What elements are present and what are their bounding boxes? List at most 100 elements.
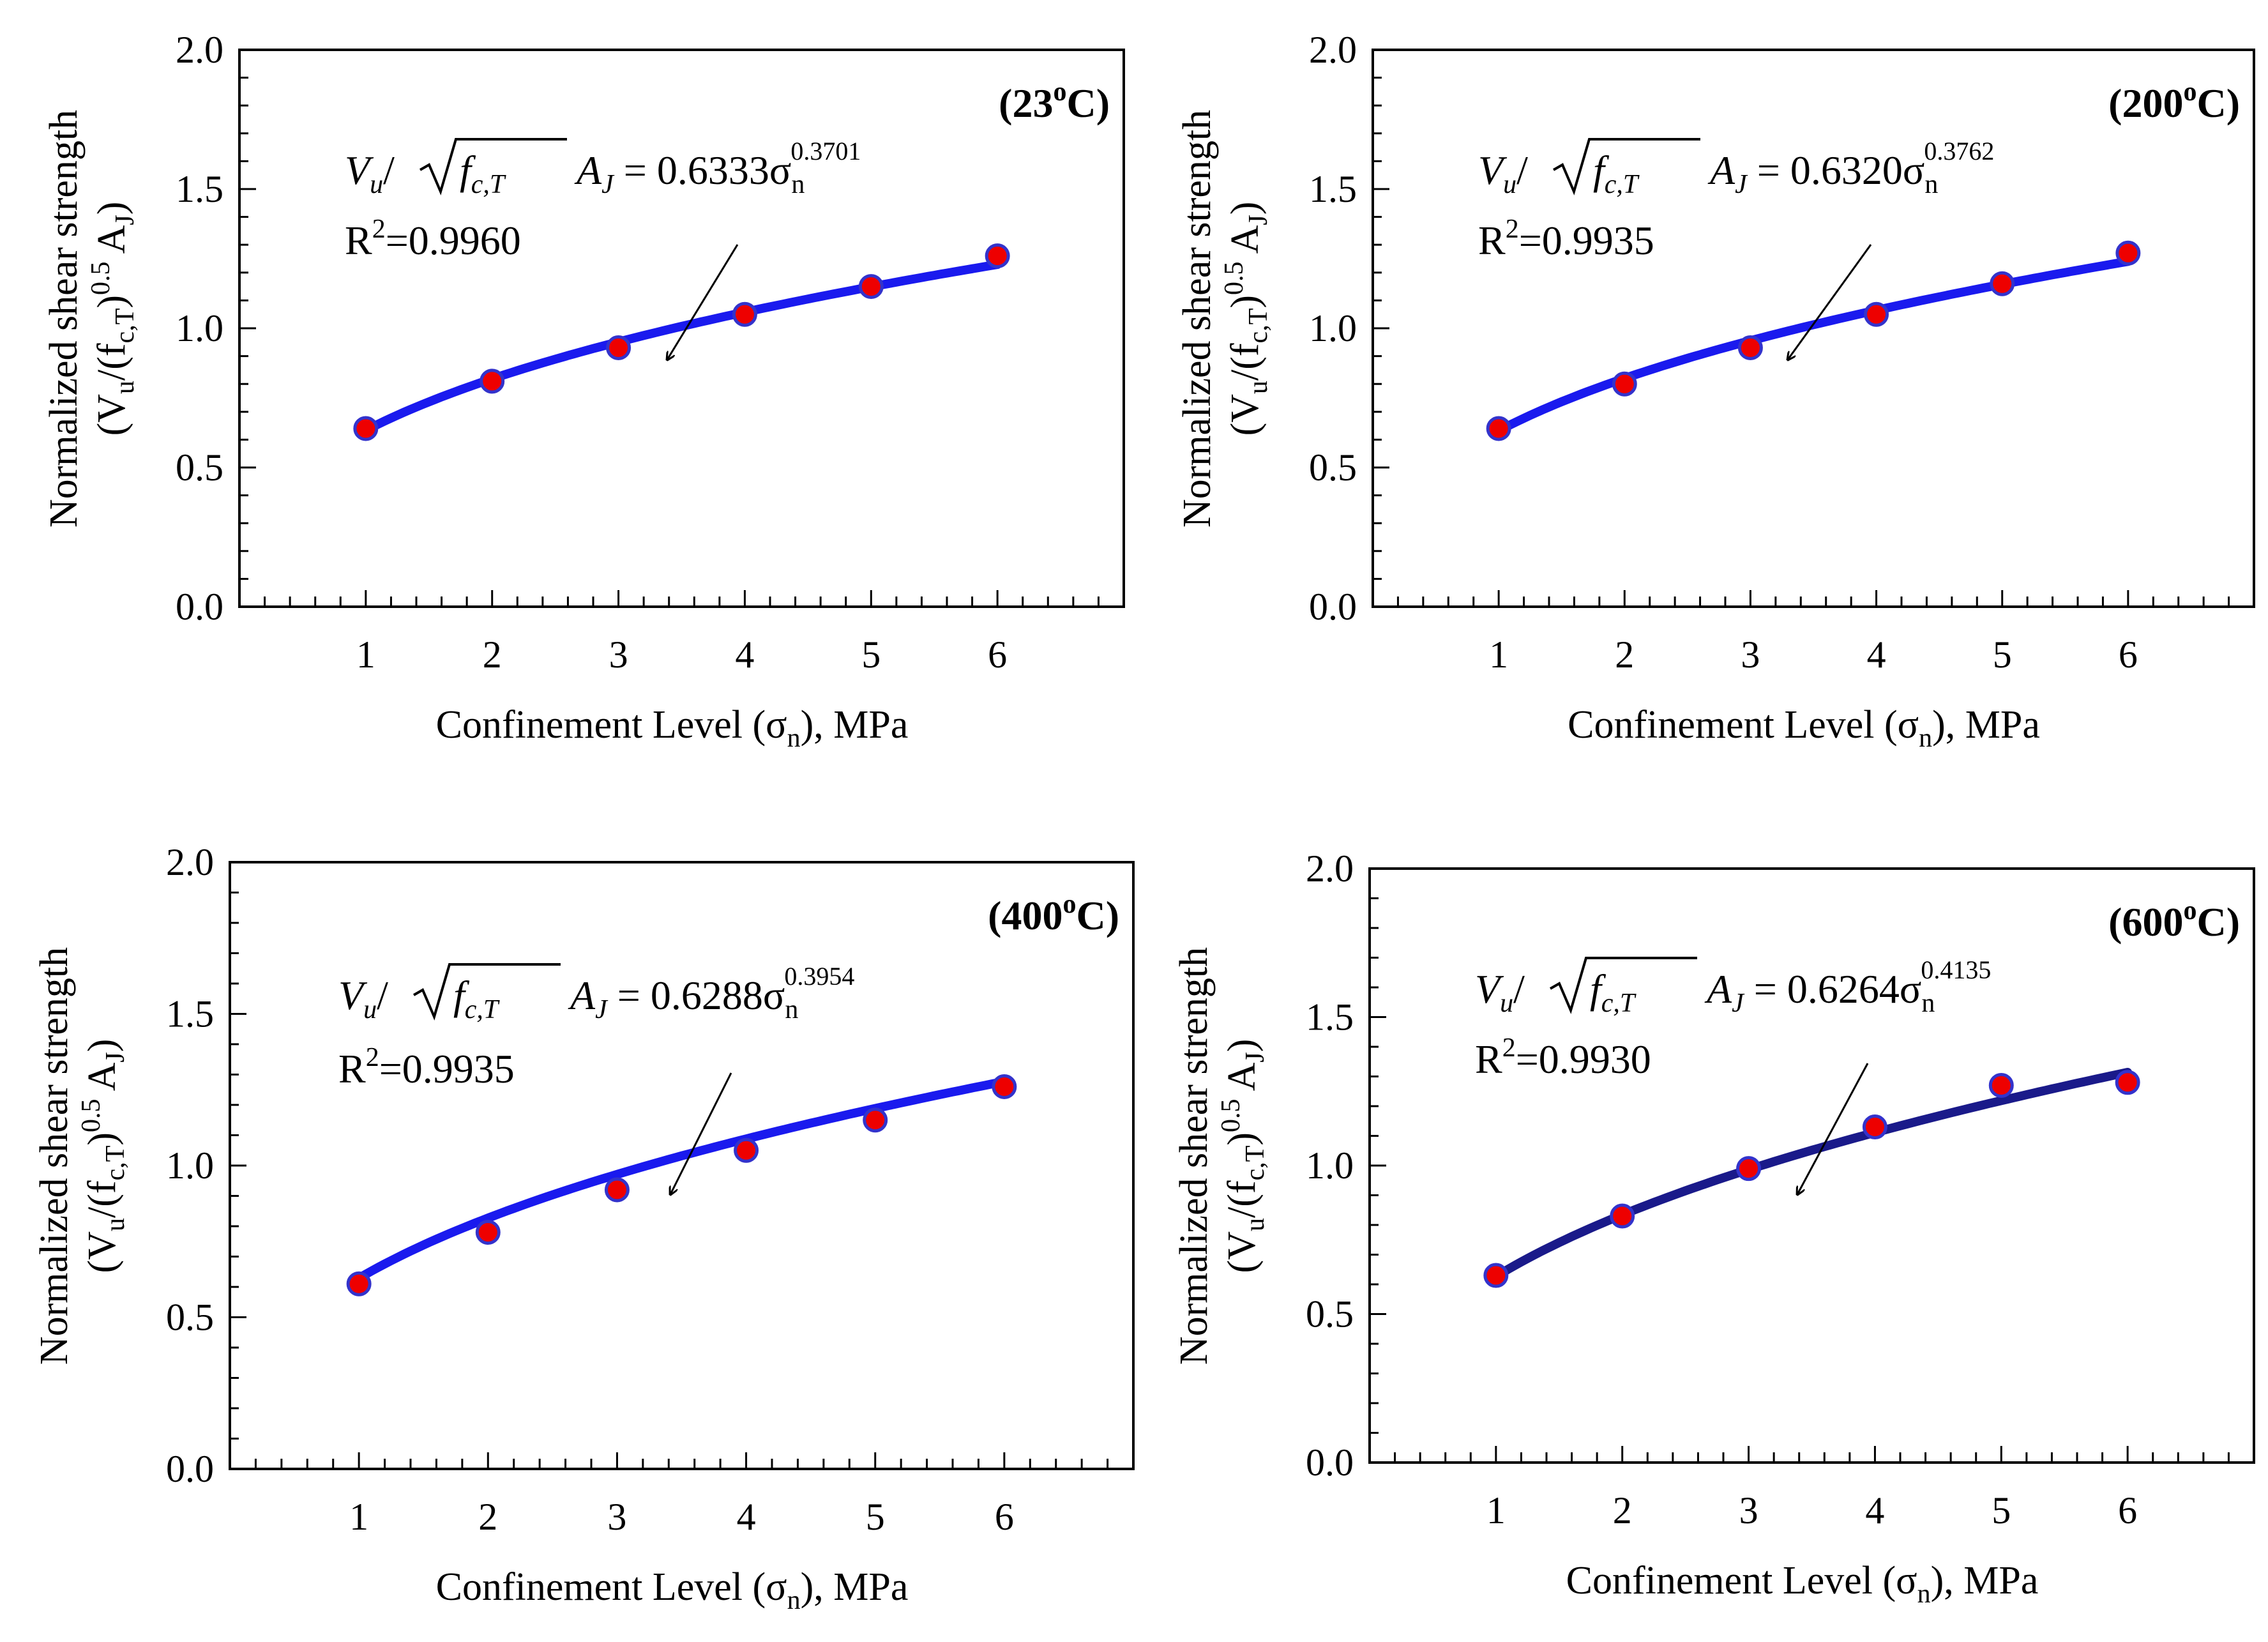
fit-equation-radicand: fc,T (1593, 148, 1640, 199)
y-tick-label: 1.5 (1309, 168, 1357, 210)
fit-equation-rhs: AJ = 0.6288σn0.3954 (568, 962, 854, 1024)
sqrt-icon (1553, 138, 1700, 195)
data-point (1862, 1114, 1887, 1140)
data-point (1864, 301, 1889, 327)
data-point (346, 1271, 372, 1296)
data-point (1486, 416, 1511, 441)
x-tick-label: 2 (1615, 634, 1634, 676)
x-axis-label: Confinement Level (σn), MPa (1566, 1559, 2039, 1609)
y-axis-label: Normalized shear strength (1172, 947, 1216, 1365)
y-tick-label: 1.5 (176, 168, 223, 210)
x-tick-label: 3 (1741, 634, 1760, 676)
y-tick-label: 0.0 (1309, 586, 1357, 628)
y-tick-label: 0.5 (1309, 446, 1357, 489)
x-tick-label: 4 (1865, 1489, 1884, 1532)
fit-equation-rhs: AJ = 0.6333σn0.3701 (574, 137, 861, 199)
data-point (734, 1137, 759, 1163)
r-squared: R2=0.9930 (1475, 1033, 1651, 1082)
data-point (992, 1074, 1017, 1099)
r-squared: R2=0.9960 (345, 215, 521, 263)
y-axis-label-formula: (Vu/(fc,T)0.5 AJ) (1216, 1039, 1270, 1273)
data-point (863, 1107, 888, 1133)
fit-curve (1494, 257, 2133, 436)
y-tick-label: 0.0 (166, 1448, 214, 1490)
data-point (2115, 1070, 2140, 1095)
data-point (604, 1177, 630, 1203)
x-tick-label: 6 (995, 1496, 1014, 1538)
data-point (1988, 1072, 2014, 1098)
x-tick-label: 5 (861, 634, 881, 676)
data-point (1990, 271, 2015, 296)
y-tick-label: 0.0 (176, 586, 223, 628)
data-point (1612, 371, 1637, 397)
data-point (1736, 1156, 1762, 1182)
x-axis-label: Confinement Level (σn), MPa (436, 703, 909, 753)
sqrt-icon (420, 138, 567, 195)
x-tick-label: 1 (1486, 1489, 1506, 1532)
y-axis-label: Normalized shear strength (33, 947, 76, 1365)
y-tick-label: 0.0 (1306, 1441, 1354, 1484)
x-axis-label: Confinement Level (σn), MPa (436, 1565, 909, 1615)
x-tick-label: 5 (1993, 634, 2012, 676)
fit-equation: Vu/ (1478, 148, 1528, 199)
y-axis-label-formula: (Vu/(fc,T)0.5 AJ) (86, 202, 140, 436)
x-tick-label: 5 (1992, 1489, 2011, 1532)
y-tick-label: 0.5 (1306, 1293, 1354, 1335)
fit-equation-rhs: AJ = 0.6320σn0.3762 (1707, 137, 1994, 199)
y-tick-label: 1.0 (176, 307, 223, 349)
data-point (606, 335, 631, 361)
data-point (2115, 240, 2141, 266)
x-tick-label: 3 (609, 634, 628, 676)
data-point (1737, 335, 1763, 361)
fit-curve (1491, 1068, 2133, 1281)
chart-panel-2: 1 2 3 4 5 6 0.0 0.5 1.0 1.5 2.0 Confinement Level (… (1176, 29, 2255, 753)
chart-panel-1: 1 2 3 4 5 6 0.0 0.5 1.0 1.5 2.0 Confinement Level (… (42, 29, 1125, 753)
y-tick-label: 2.0 (176, 29, 223, 71)
fit-equation: Vu/ (345, 148, 395, 199)
panel-temperature-label: (600oC) (2108, 896, 2240, 945)
x-tick-label: 1 (356, 634, 375, 676)
x-tick-label: 4 (735, 634, 754, 676)
data-point (732, 301, 757, 327)
x-tick-label: 3 (1739, 1489, 1758, 1532)
x-tick-label: 6 (2118, 1489, 2137, 1532)
x-tick-label: 1 (1489, 634, 1508, 676)
y-axis-label: Normalized shear strength (42, 110, 86, 528)
annotation-arrow (1788, 244, 1872, 360)
x-tick-label: 2 (478, 1496, 497, 1538)
fit-equation-radicand: fc,T (460, 148, 506, 199)
x-tick-label: 2 (1613, 1489, 1632, 1532)
data-point (858, 274, 884, 300)
x-axis-label: Confinement Level (σn), MPa (1568, 703, 2040, 753)
y-tick-label: 2.0 (1306, 848, 1354, 890)
sqrt-icon (413, 963, 561, 1021)
y-tick-label: 2.0 (166, 841, 214, 883)
panel-temperature-label: (400oC) (988, 890, 1119, 938)
x-tick-label: 6 (2119, 634, 2138, 676)
y-axis-label-formula: (Vu/(fc,T)0.5 AJ) (77, 1039, 130, 1273)
y-tick-label: 2.0 (1309, 29, 1357, 71)
plot-frame (229, 861, 1135, 1470)
y-tick-label: 0.5 (176, 446, 223, 489)
y-tick-label: 1.0 (166, 1144, 214, 1187)
data-point (353, 416, 379, 441)
fit-equation-radicand: fc,T (453, 973, 500, 1024)
data-point (480, 369, 505, 394)
data-point (985, 243, 1010, 269)
x-tick-label: 4 (1867, 634, 1886, 676)
annotation-arrow (670, 1072, 732, 1194)
x-tick-label: 4 (737, 1496, 756, 1538)
data-point (475, 1220, 501, 1245)
y-tick-label: 1.5 (1306, 996, 1354, 1038)
y-tick-label: 1.5 (166, 993, 214, 1035)
x-tick-label: 3 (607, 1496, 626, 1538)
r-squared: R2=0.9935 (338, 1043, 515, 1091)
y-tick-label: 1.0 (1309, 307, 1357, 349)
fit-equation-rhs: AJ = 0.6264σn0.4135 (1704, 955, 1991, 1018)
chart-panel-3: 1 2 3 4 5 6 0.0 0.5 1.0 1.5 2.0 Confinement Level (… (33, 841, 1135, 1615)
chart-panel-4: 1 2 3 4 5 6 0.0 0.5 1.0 1.5 2.0 Confinement Level (… (1172, 848, 2255, 1609)
annotation-arrow (1797, 1063, 1869, 1194)
sqrt-icon (1550, 957, 1697, 1014)
y-tick-label: 0.5 (166, 1296, 214, 1339)
